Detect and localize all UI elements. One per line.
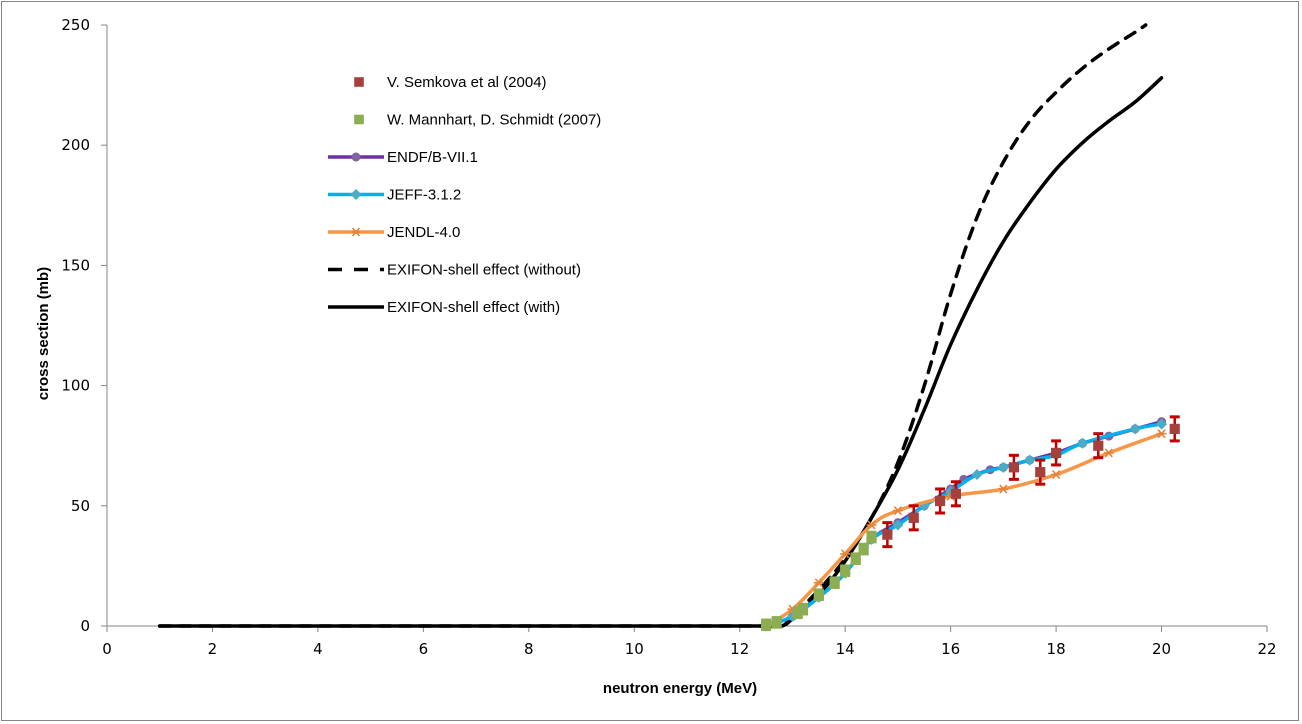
data-point — [866, 520, 877, 530]
data-point — [1156, 429, 1167, 439]
x-tick-label: 10 — [625, 640, 644, 658]
data-point — [998, 484, 1009, 494]
x-tick-label: 20 — [1152, 640, 1171, 658]
data-point — [858, 543, 869, 555]
data-point — [908, 512, 919, 523]
y-axis-title: cross section (mb) — [35, 267, 52, 400]
data-point — [971, 469, 983, 481]
data-point — [1169, 423, 1180, 434]
data-point — [1076, 437, 1088, 449]
legend-item: JEFF-3.1.2 — [328, 187, 461, 204]
data-point — [813, 578, 824, 588]
series-line — [157, 76, 1164, 629]
y-tick-label: 0 — [80, 617, 90, 635]
legend-label: JEFF-3.1.2 — [387, 187, 461, 204]
data-point — [997, 461, 1009, 473]
legend-item: EXIFON-shell effect (without) — [328, 262, 581, 279]
y-tick-label: 100 — [61, 377, 90, 395]
data-point — [840, 565, 851, 576]
legend-label: W. Mannhart, D. Schmidt (2007) — [387, 112, 601, 129]
x-tick-label: 18 — [1047, 640, 1066, 658]
data-point — [950, 488, 962, 499]
data-point — [1156, 418, 1168, 430]
legend-swatch — [354, 114, 364, 125]
x-tick-label: 22 — [1257, 640, 1276, 658]
data-point — [1051, 470, 1062, 480]
data-point — [882, 529, 893, 540]
data-point — [850, 553, 861, 564]
x-tick-label: 4 — [313, 640, 323, 658]
legend-item: JENDL-4.0 — [328, 224, 460, 241]
series-line — [764, 419, 1164, 628]
legend-item: ENDF/B-VII.1 — [328, 149, 478, 166]
legend-item: EXIFON-shell effect (with) — [328, 299, 560, 316]
legend-marker — [350, 189, 362, 200]
series-line — [764, 431, 1164, 628]
data-point — [892, 506, 903, 516]
x-tick-label: 6 — [419, 640, 429, 658]
legend-label: V. Semkova et al (2004) — [387, 74, 547, 91]
x-axis-title: neutron energy (MeV) — [603, 680, 757, 697]
legend-label: ENDF/B-VII.1 — [387, 149, 478, 166]
data-point — [1035, 467, 1046, 478]
data-point — [1103, 448, 1114, 458]
data-point — [829, 577, 840, 588]
y-tick-label: 150 — [61, 256, 90, 274]
axes: 0 2 4 6 8 10 12 14 16 18 20 22 0 50 100 150 200 250 — [61, 16, 1276, 658]
legend-swatch — [354, 77, 364, 87]
legend-label: JENDL-4.0 — [387, 224, 460, 241]
data-point — [1050, 447, 1062, 459]
x-tick-label: 8 — [524, 640, 534, 658]
y-ticks: 0 50 100 150 200 250 — [61, 16, 107, 635]
data-point — [1008, 462, 1020, 473]
data-point — [1024, 454, 1036, 466]
data-point — [840, 549, 851, 559]
x-tick-label: 16 — [941, 640, 960, 658]
legend-marker — [351, 227, 361, 237]
data-point — [1129, 423, 1141, 435]
series-exifon-shell-effect-with — [157, 76, 1164, 629]
legend-item: W. Mannhart, D. Schmidt (2007) — [354, 112, 601, 129]
data-point — [934, 495, 946, 507]
x-tick-label: 2 — [208, 640, 218, 658]
data-point — [792, 607, 803, 618]
series-line — [157, 23, 1148, 629]
y-tick-label: 50 — [71, 497, 90, 515]
plot-area — [157, 23, 1180, 632]
legend-label: EXIFON-shell effect (with) — [387, 299, 560, 316]
data-point — [1093, 440, 1104, 451]
data-point — [866, 531, 877, 543]
legend: V. Semkova et al (2004) W. Mannhart, D. S… — [328, 74, 601, 316]
series-w-mannhart-d-schmidt-2007 — [760, 530, 877, 632]
data-point — [771, 617, 782, 628]
data-point — [760, 619, 772, 630]
series-v-semkova-et-al-2004 — [882, 415, 1180, 549]
y-tick-label: 200 — [61, 136, 90, 154]
series-exifon-shell-effect-without — [157, 23, 1148, 629]
x-tick-label: 14 — [836, 640, 855, 658]
x-tick-label: 12 — [730, 640, 749, 658]
x-ticks: 0 2 4 6 8 10 12 14 16 18 20 22 — [102, 626, 1277, 658]
legend-label: EXIFON-shell effect (without) — [387, 262, 581, 279]
data-point — [797, 604, 809, 615]
legend-marker — [351, 152, 361, 162]
legend-item: V. Semkova et al (2004) — [354, 74, 547, 91]
x-tick-label: 0 — [102, 640, 112, 658]
y-tick-label: 250 — [61, 16, 90, 34]
data-point — [813, 589, 824, 600]
data-point — [892, 519, 904, 531]
